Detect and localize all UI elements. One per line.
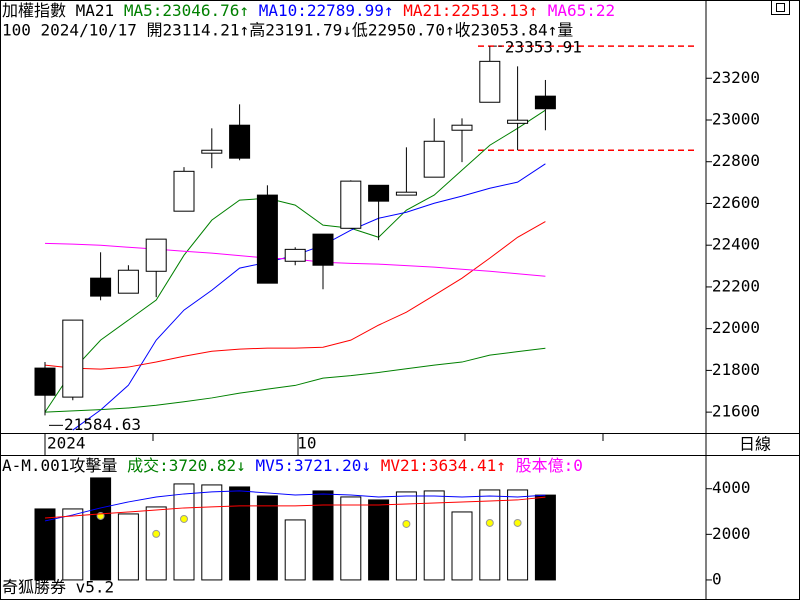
window-button-icon bbox=[776, 3, 785, 12]
candle-body bbox=[340, 180, 362, 229]
candle-body bbox=[534, 95, 556, 110]
candle-body bbox=[229, 124, 251, 159]
ma-line bbox=[72, 163, 546, 431]
volume-bar bbox=[284, 519, 306, 581]
candle-body bbox=[173, 170, 195, 212]
indicator-dot bbox=[180, 514, 188, 523]
marks: 21600 21800 22000 22200 22400 22600 22800 23000… bbox=[34, 38, 760, 588]
candle-body bbox=[312, 233, 334, 266]
legend-name: MA21 bbox=[403, 1, 442, 20]
volume-bar bbox=[479, 489, 501, 581]
y-tick-label: 22600 bbox=[712, 193, 760, 212]
y-tick-label: 23000 bbox=[712, 109, 760, 128]
candle-body bbox=[507, 119, 529, 124]
indicator-dot bbox=[485, 518, 494, 527]
candle-body bbox=[368, 184, 390, 202]
volume-bar bbox=[117, 513, 139, 581]
high-label: 23353.91 bbox=[505, 38, 582, 57]
volume-bar bbox=[62, 508, 84, 581]
header: 加權指數 MA21 MA5:23046.76↑ MA10:22789.99↑ M… bbox=[2, 1, 615, 475]
candle-body bbox=[117, 269, 139, 294]
candle-body bbox=[423, 140, 445, 178]
y-tick-label: 23200 bbox=[712, 68, 760, 87]
indicator-dot bbox=[513, 518, 522, 527]
legend-value: :23046.76↑ bbox=[153, 1, 249, 20]
legend-name: MA10 bbox=[259, 1, 298, 20]
candle-body bbox=[62, 319, 84, 398]
legend-name: MV5 bbox=[255, 456, 284, 475]
volume-bar bbox=[145, 506, 167, 581]
panel-title: A-M.001攻擊量 bbox=[2, 456, 117, 475]
candle-body bbox=[145, 238, 167, 272]
candle-body bbox=[479, 60, 501, 103]
legend: 加權指數 MA21 MA5:23046.76↑ MA10:22789.99↑ M… bbox=[2, 1, 615, 20]
legend-extra: 股本億:0 bbox=[516, 456, 583, 475]
candle-body bbox=[256, 194, 278, 284]
legend-value: :3634.41↑ bbox=[419, 456, 506, 475]
legend-name: 成交 bbox=[127, 456, 159, 475]
period-label: 日線 bbox=[739, 435, 771, 454]
volume-bar bbox=[423, 490, 445, 581]
volume-bar bbox=[451, 511, 473, 581]
y-tick-label: 2000 bbox=[712, 524, 751, 543]
legend-name: MV21 bbox=[381, 456, 420, 475]
x-tick-label: 2024 bbox=[47, 434, 86, 453]
volume-bar bbox=[340, 496, 362, 581]
volume-bar bbox=[256, 495, 278, 581]
y-tick-label: 22200 bbox=[712, 276, 760, 295]
volume-bar bbox=[312, 490, 334, 581]
candle-body bbox=[90, 277, 112, 297]
panel-title: 加權指數 MA21 bbox=[2, 1, 114, 20]
volume-bar bbox=[173, 483, 195, 581]
ma-line bbox=[44, 347, 546, 413]
y-tick-label: 0 bbox=[712, 569, 722, 588]
window-button[interactable] bbox=[771, 0, 790, 15]
volume-bar bbox=[395, 491, 417, 581]
candle-body bbox=[395, 191, 417, 196]
indicator-dot bbox=[402, 519, 411, 528]
x-tick-label: 10 bbox=[297, 434, 316, 453]
candle-body bbox=[201, 149, 223, 154]
y-tick-label: 4000 bbox=[712, 478, 751, 497]
y-tick-label: 21800 bbox=[712, 360, 760, 379]
legend: A-M.001攻擊量 成交:3720.82↓ MV5:3721.20↓ MV21… bbox=[2, 456, 583, 475]
candle-body bbox=[34, 367, 56, 396]
legend-value: :22513.13↑ bbox=[442, 1, 538, 20]
ma-line bbox=[44, 490, 546, 522]
ma-line bbox=[44, 496, 546, 519]
volume-bar bbox=[534, 494, 556, 581]
y-tick-label: 21600 bbox=[712, 402, 760, 421]
low-label: 21584.63 bbox=[64, 415, 141, 434]
volume-bar bbox=[201, 484, 223, 581]
legend-value: :22789.99↑ bbox=[297, 1, 393, 20]
footer: 奇狐勝券 v5.2 bbox=[2, 578, 114, 597]
volume-bar bbox=[90, 477, 112, 581]
volume-bar bbox=[34, 508, 56, 581]
info-line: 100 2024/10/17 開23114.21↑高23191.79↓低2295… bbox=[2, 21, 573, 40]
volume-bar bbox=[229, 486, 251, 581]
candle-body bbox=[284, 248, 306, 262]
legend-name: MA5 bbox=[124, 1, 153, 20]
y-tick-label: 22800 bbox=[712, 151, 760, 170]
legend-value: :3721.20↓ bbox=[284, 456, 371, 475]
ma-line bbox=[44, 109, 546, 413]
legend-name: MA65 bbox=[548, 1, 587, 20]
ma-line bbox=[44, 221, 546, 370]
candle-body bbox=[451, 124, 473, 131]
volume-bar bbox=[507, 489, 529, 581]
legend-value: :3720.82↓ bbox=[159, 456, 246, 475]
y-tick-label: 22000 bbox=[712, 318, 760, 337]
y-tick-label: 22400 bbox=[712, 235, 760, 254]
legend-value: :22 bbox=[586, 1, 615, 20]
volume-bar bbox=[368, 499, 390, 581]
indicator-dot bbox=[152, 529, 161, 538]
